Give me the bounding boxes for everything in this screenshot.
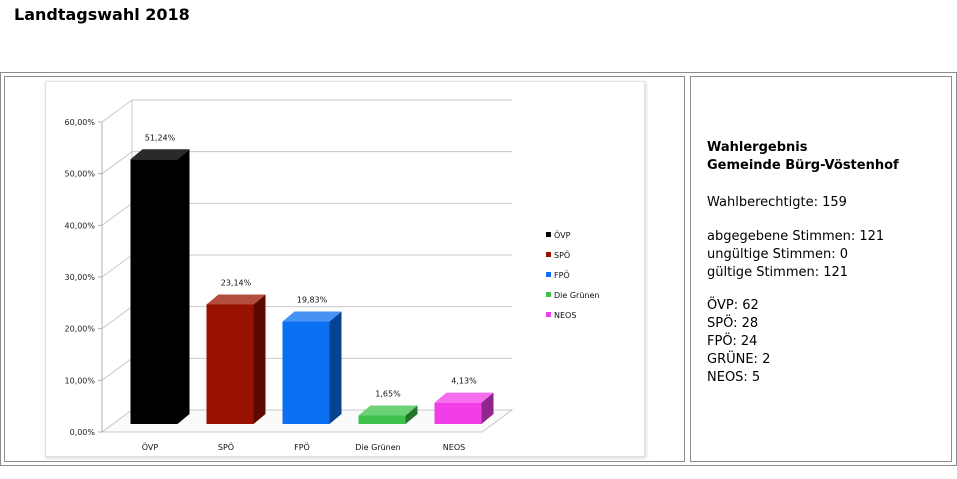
bar-top	[282, 311, 342, 322]
gridline-side	[101, 151, 133, 175]
x-tick-label: FPÖ	[294, 442, 310, 452]
bar-top	[206, 294, 266, 305]
legend-swatch	[546, 312, 551, 317]
bar-top	[130, 149, 190, 160]
party-result-line: GRÜNE: 2	[707, 352, 771, 367]
legend-swatch	[546, 292, 551, 297]
x-tick-label: Die Grünen	[355, 443, 400, 452]
y-tick-label: 40,00%	[64, 221, 95, 230]
y-tick-label: 60,00%	[64, 118, 95, 127]
y-tick-label: 0,00%	[70, 428, 96, 437]
legend-swatch	[546, 232, 551, 237]
vote-count-line: gültige Stimmen: 121	[707, 265, 849, 280]
party-result-line: NEOS: 5	[707, 370, 761, 385]
bar-top	[358, 405, 418, 416]
gridline-side	[101, 99, 133, 123]
y-tick-label: 30,00%	[64, 273, 95, 282]
chart-frame: 0,00% 10,00% 20,00% 30,00% 40,00% 50,00% 60,00…	[45, 81, 645, 457]
legend-entry: SPÖ	[554, 250, 570, 260]
y-tick-label: 20,00%	[64, 325, 95, 334]
results-table: 0,00% 10,00% 20,00% 30,00% 40,00% 50,00% 60,00…	[0, 72, 957, 466]
bar-side	[177, 149, 190, 424]
info-cell: Wahlergebnis Gemeinde Bürg-Vöstenhof Wah…	[690, 76, 952, 462]
gridline-side	[101, 357, 133, 381]
bar-side	[253, 294, 266, 424]
x-tick-label: SPÖ	[218, 442, 234, 452]
data-label: 4,13%	[451, 377, 477, 386]
vote-count-line: abgegebene Stimmen: 121	[707, 229, 885, 244]
eligible-voters: Wahlberechtigte: 159	[707, 194, 847, 212]
bar-side	[329, 311, 342, 424]
bar	[358, 415, 406, 424]
page-title: Landtagswahl 2018	[14, 5, 190, 24]
y-tick-label: 50,00%	[64, 170, 95, 179]
data-label: 19,83%	[297, 296, 328, 305]
results-bar-chart: 0,00% 10,00% 20,00% 30,00% 40,00% 50,00% 60,00…	[64, 99, 599, 452]
data-label: 1,65%	[375, 389, 401, 398]
bar	[282, 321, 330, 424]
legend-swatch	[546, 272, 551, 277]
bar-side	[481, 392, 494, 424]
legend-entry: NEOS	[554, 311, 576, 320]
legend-entry: ÖVP	[554, 230, 571, 240]
vote-counts: abgegebene Stimmen: 121 ungültige Stimme…	[707, 228, 884, 282]
gridline-side	[101, 306, 133, 330]
party-result-line: SPÖ: 28	[707, 316, 759, 331]
bar	[434, 402, 482, 424]
gridline-side	[101, 202, 133, 226]
party-result-line: ÖVP: 62	[707, 298, 759, 313]
party-result-line: FPÖ: 24	[707, 334, 758, 349]
chart-cell: 0,00% 10,00% 20,00% 30,00% 40,00% 50,00% 60,00…	[4, 76, 685, 462]
party-results: ÖVP: 62 SPÖ: 28 FPÖ: 24 GRÜNE: 2 NEOS: 5	[707, 297, 770, 387]
legend-swatch	[546, 252, 551, 257]
bar	[206, 304, 254, 424]
data-label: 23,14%	[221, 278, 252, 287]
bar-top	[434, 392, 494, 403]
y-tick-label: 10,00%	[64, 376, 95, 385]
eligible-voters-text: Wahlberechtigte: 159	[707, 195, 847, 210]
result-heading-line: Wahlergebnis	[707, 140, 808, 155]
legend-entry: Die Grünen	[554, 291, 599, 300]
result-heading-line: Gemeinde Bürg-Vöstenhof	[707, 158, 899, 173]
result-heading: Wahlergebnis Gemeinde Bürg-Vöstenhof	[707, 139, 899, 175]
gridline-side	[101, 254, 133, 278]
legend-entry: FPÖ	[554, 270, 570, 280]
x-tick-label: ÖVP	[142, 442, 159, 452]
x-tick-label: NEOS	[443, 443, 465, 452]
data-label: 51,24%	[145, 133, 176, 142]
vote-count-line: ungültige Stimmen: 0	[707, 247, 848, 262]
bar-side	[405, 405, 418, 424]
bar	[130, 159, 178, 424]
